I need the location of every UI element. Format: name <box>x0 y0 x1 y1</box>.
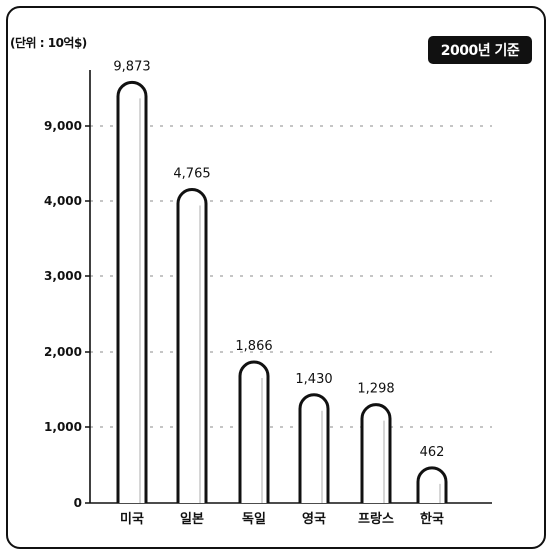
category-label: 미국 <box>120 511 144 527</box>
bar <box>238 360 270 503</box>
category-label: 영국 <box>302 512 326 527</box>
unit-label: (단위 : 10억$) <box>10 36 87 50</box>
y-tick-label: 1,000 <box>44 420 82 434</box>
y-tick-label: 0 <box>74 496 82 510</box>
bar <box>176 188 208 503</box>
y-tick-label: 2,000 <box>44 345 82 359</box>
value-label: 4,765 <box>173 167 210 182</box>
value-label: 1,430 <box>295 372 332 387</box>
value-label: 9,873 <box>113 59 150 74</box>
category-label: 프랑스 <box>358 512 394 527</box>
y-tick-label: 3,000 <box>44 269 82 283</box>
category-label: 일본 <box>180 512 204 527</box>
value-label: 1,298 <box>357 382 394 397</box>
bar <box>116 80 148 503</box>
y-tick-label: 9,000 <box>44 119 82 133</box>
chart-frame <box>6 6 546 549</box>
bar <box>360 403 392 503</box>
bar <box>416 466 448 503</box>
y-tick-label: 4,000 <box>44 194 82 208</box>
category-label: 한국 <box>420 511 444 527</box>
value-label: 1,866 <box>235 339 272 354</box>
year-badge: 2000년 기준 <box>428 36 532 64</box>
bar <box>298 393 330 503</box>
category-label: 독일 <box>242 512 266 527</box>
value-label: 462 <box>420 445 445 460</box>
